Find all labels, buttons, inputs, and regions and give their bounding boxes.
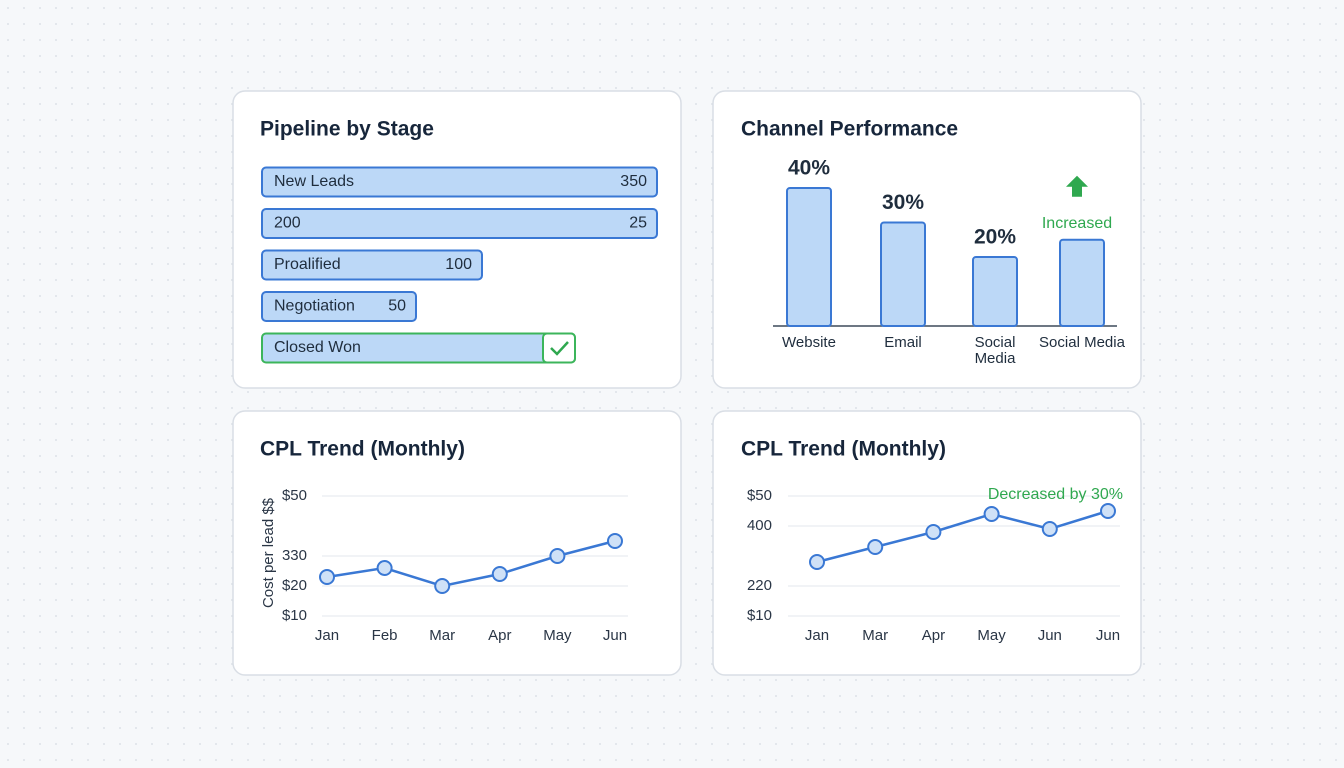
x-tick-label: Jun — [1096, 627, 1120, 644]
stage-bar — [261, 166, 658, 198]
stage-bar — [261, 208, 658, 239]
y-tick-label: $50 — [747, 487, 772, 504]
data-point — [809, 554, 825, 570]
y-tick-label: 400 — [747, 517, 772, 534]
stage-label: Proalified — [274, 256, 341, 273]
stage-value: 350 — [620, 173, 647, 190]
up-arrow — [1066, 175, 1088, 197]
data-point — [607, 533, 623, 549]
x-tick-label: Jun — [603, 627, 627, 644]
x-tick-label: May — [977, 627, 1006, 644]
panel-title: Pipeline by Stage — [260, 118, 434, 141]
panel-title: CPL Trend (Monthly) — [741, 438, 946, 461]
y-tick-label: 330 — [282, 547, 307, 564]
x-tick-label: Social Media — [974, 335, 1016, 367]
x-tick-label: Jan — [315, 627, 339, 644]
y-axis-label: Cost per lead $$ — [260, 497, 277, 608]
data-point — [491, 566, 508, 582]
x-tick-label: Social Media — [1039, 335, 1125, 351]
data-point — [319, 569, 335, 585]
value-label: 30% — [882, 191, 924, 214]
bar — [972, 256, 1018, 327]
trend-line — [816, 509, 1109, 564]
y-tick-label: $50 — [282, 487, 307, 504]
stage-label: 200 — [274, 215, 301, 232]
data-point — [867, 539, 884, 555]
x-tick-label: Jan — [805, 627, 829, 644]
annotation: Increased — [1042, 215, 1112, 232]
panel-title: Channel Performance — [741, 118, 958, 141]
x-tick-label: Apr — [488, 627, 511, 644]
stage-value: 25 — [629, 215, 647, 232]
panel-title: CPL Trend (Monthly) — [260, 438, 465, 461]
stage-label: Closed Won — [274, 339, 361, 356]
x-tick-label: Apr — [922, 627, 945, 644]
category-label-box: Social Media — [1039, 335, 1125, 351]
x-tick-label: Feb — [372, 627, 398, 644]
check-icon — [550, 341, 569, 356]
category-label-box: Social Media — [974, 335, 1016, 367]
x-tick-label: Mar — [429, 627, 455, 644]
check-box — [542, 332, 576, 364]
data-point — [376, 560, 393, 576]
y-tick-label: $10 — [282, 607, 307, 624]
data-point — [434, 578, 451, 594]
stage-label: New Leads — [274, 173, 354, 190]
stage-value: 50 — [388, 298, 406, 315]
bar — [786, 187, 832, 327]
stage-value: 100 — [445, 256, 472, 273]
y-tick-label: $10 — [747, 607, 772, 624]
data-point — [925, 524, 942, 540]
y-tick-label: 220 — [747, 577, 772, 594]
stage-label: Negotiation — [274, 298, 355, 315]
y-tick-label: $20 — [282, 577, 307, 594]
x-tick-label: Website — [782, 335, 836, 351]
x-tick-label: May — [543, 627, 572, 644]
trend-line — [326, 539, 616, 588]
bar — [1059, 238, 1105, 327]
panel — [712, 410, 1142, 676]
data-point — [1100, 503, 1116, 519]
x-tick-label: Email — [884, 335, 922, 351]
bar — [880, 221, 926, 327]
stage-bar — [261, 291, 417, 322]
stage-bar — [261, 249, 483, 281]
data-point — [983, 506, 1000, 522]
value-label: 20% — [974, 226, 1016, 249]
x-tick-label: Mar — [862, 627, 888, 644]
category-label-box: Email — [884, 335, 922, 351]
data-point — [1041, 521, 1058, 537]
value-label: 40% — [788, 157, 830, 180]
x-tick-label: Jun — [1038, 627, 1062, 644]
data-point — [549, 548, 566, 564]
annotation: Decreased by 30% — [988, 486, 1123, 503]
category-label-box: Website — [782, 335, 836, 351]
panel — [232, 410, 682, 676]
